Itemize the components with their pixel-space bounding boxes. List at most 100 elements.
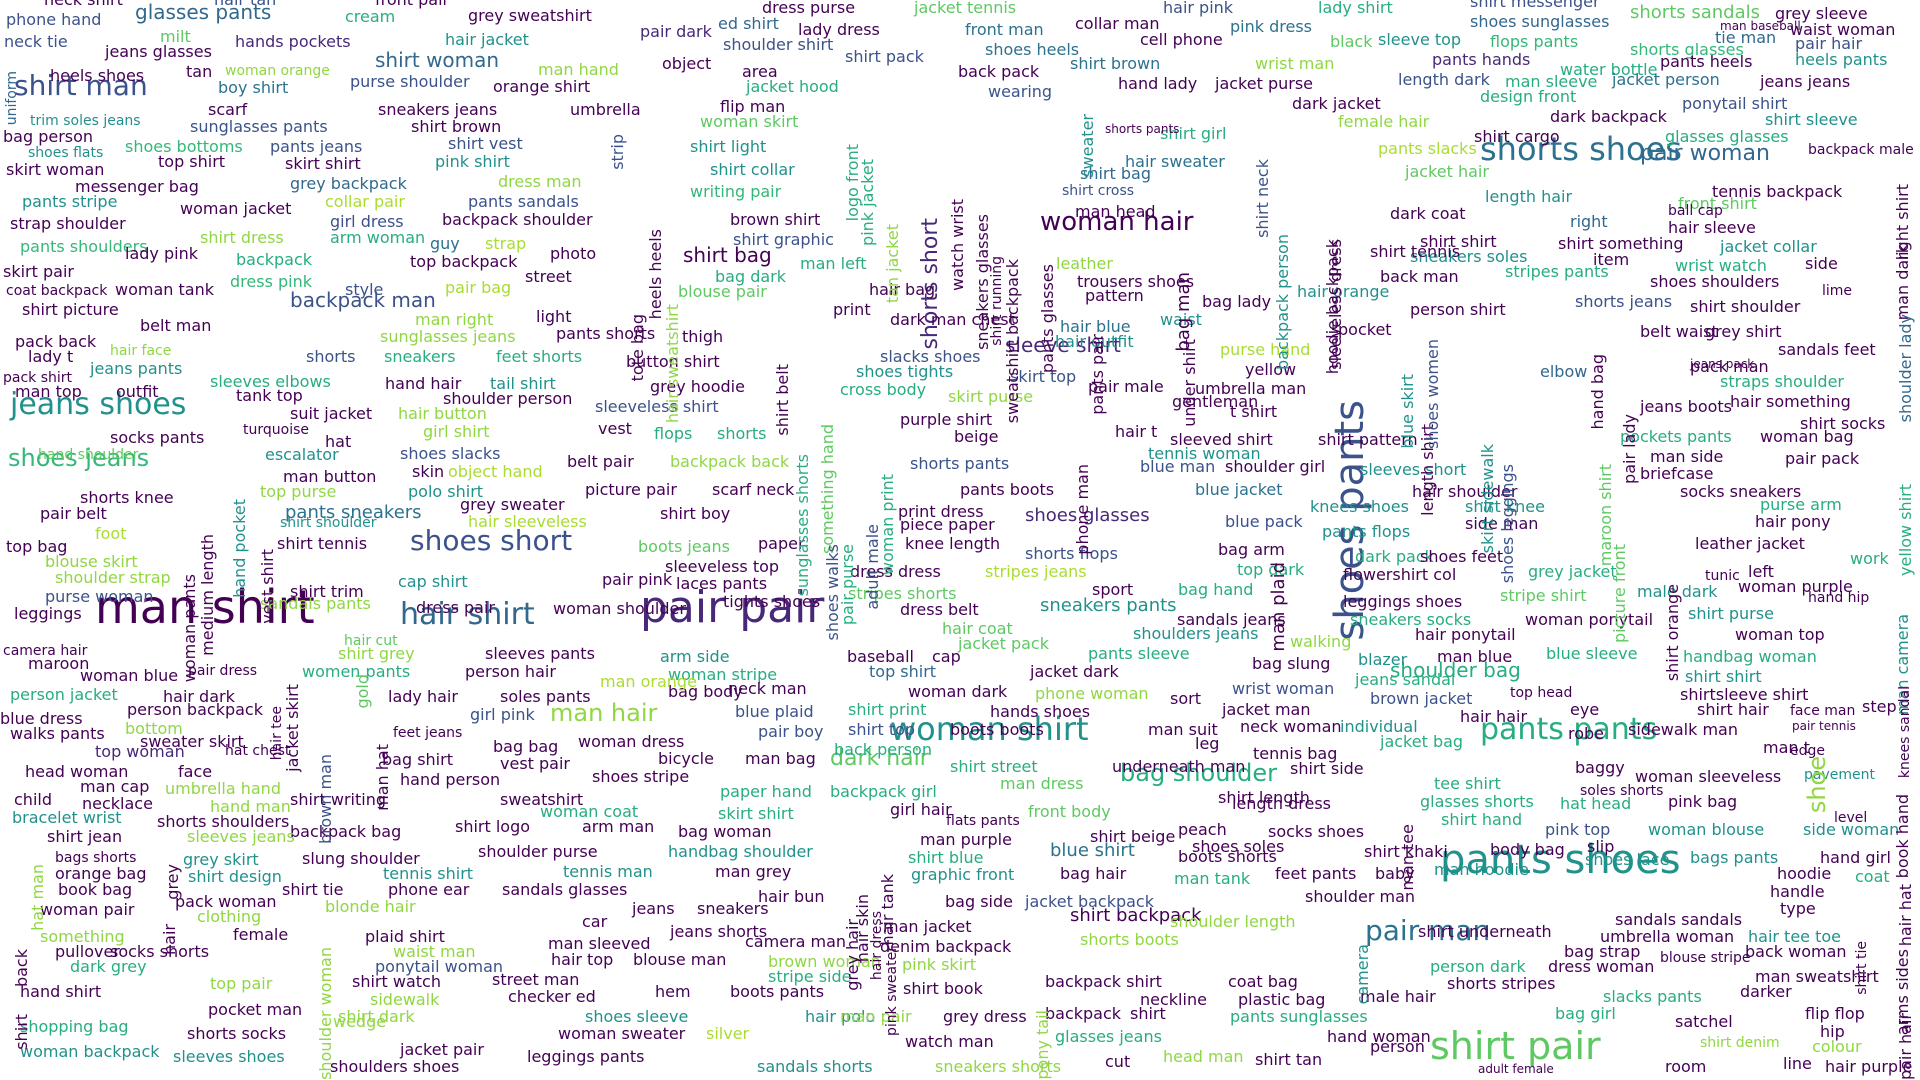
- cloud-word: blouse man: [633, 950, 727, 969]
- cloud-word: left: [1748, 562, 1774, 581]
- cloud-word: cross body: [840, 380, 927, 399]
- cloud-word: dress man: [498, 172, 582, 191]
- cloud-word: bag shoulder: [1120, 759, 1277, 787]
- cloud-word: pants sunglasses: [1230, 1007, 1368, 1026]
- cloud-word: sleeveless dress: [1326, 239, 1345, 370]
- cloud-word: feet pants: [1275, 864, 1357, 883]
- cloud-word: shoulders jeans: [1133, 624, 1259, 643]
- cloud-word: line: [1783, 1054, 1812, 1073]
- cloud-word: head woman: [25, 762, 129, 781]
- cloud-word: person jacket: [10, 685, 118, 704]
- cloud-word: backpack: [1045, 1004, 1122, 1023]
- cloud-word: bag lady: [1202, 292, 1272, 311]
- cloud-word: flops: [654, 424, 693, 443]
- cloud-word: maroon: [28, 654, 90, 673]
- cloud-word: woman top: [1735, 625, 1825, 644]
- cloud-word: hair jacket: [445, 30, 529, 49]
- cloud-word: hair coat: [942, 619, 1013, 638]
- cloud-word: man hoodie: [1434, 860, 1529, 879]
- cloud-word: gold: [353, 674, 372, 709]
- cloud-word: shirt picture: [22, 300, 119, 319]
- cloud-word: shoes shoulders: [1650, 272, 1780, 291]
- cloud-word: sneakers shorts: [935, 1057, 1062, 1076]
- cloud-word: neck woman: [1240, 717, 1342, 736]
- cloud-word: flops pants: [1490, 32, 1579, 51]
- cloud-word: pocket man: [208, 1000, 303, 1019]
- cloud-word: soles pants: [500, 687, 591, 706]
- cloud-word: sweatshirt backpack: [1003, 259, 1022, 424]
- cloud-word: pair man: [1365, 914, 1491, 947]
- cloud-word: shirt collar: [710, 160, 795, 179]
- cloud-word: sandals pants: [260, 594, 371, 613]
- cloud-word: stripe shirt: [1500, 586, 1587, 605]
- cloud-word: back person: [834, 740, 932, 759]
- cloud-word: shoulder shirt: [723, 35, 834, 54]
- cloud-word: shirt tan: [1255, 1050, 1323, 1069]
- cloud-word: shoes soles: [1192, 837, 1285, 856]
- cloud-word: hair bun: [758, 887, 825, 906]
- cloud-word: jacket pack: [958, 634, 1049, 653]
- cloud-word: heels shoes: [50, 66, 145, 85]
- cloud-word: shoulder length: [1170, 912, 1296, 931]
- cloud-word: woman shoulder: [553, 599, 686, 618]
- cloud-word: t shirt: [1230, 402, 1278, 421]
- cloud-word: knee length: [905, 534, 1001, 553]
- cloud-word: boots shorts: [1178, 847, 1277, 866]
- cloud-word: pullover: [55, 942, 120, 961]
- cloud-word: handbag shoulder: [668, 842, 813, 861]
- cloud-word: wrist man: [1255, 54, 1335, 73]
- cloud-word: man left: [800, 254, 867, 273]
- cloud-word: grey skirt: [183, 850, 259, 869]
- cloud-word: hair purple: [1825, 1057, 1913, 1076]
- cloud-word: skirt purse: [948, 387, 1034, 406]
- cloud-word: man dark: [1893, 244, 1912, 321]
- cloud-word: slip: [1587, 837, 1615, 856]
- cloud-word: hair button: [398, 404, 487, 423]
- cloud-word: blue skirt: [1398, 374, 1417, 449]
- cloud-word: person shirt: [1410, 300, 1506, 319]
- cloud-word: coat: [1855, 867, 1890, 886]
- cloud-word: pants slacks: [1378, 139, 1477, 158]
- cloud-word: jacket collar: [1720, 237, 1817, 256]
- cloud-word: shoulder strap: [55, 568, 171, 587]
- cloud-word: shorts socks: [187, 1024, 287, 1043]
- cloud-word: shirt tie: [282, 880, 344, 899]
- cloud-word: picture front: [1610, 544, 1629, 644]
- cloud-word: wearing: [988, 82, 1053, 101]
- cloud-word: shorts flops: [1025, 544, 1118, 563]
- cloud-word: hands pockets: [235, 32, 351, 51]
- cloud-word: cap: [932, 647, 961, 666]
- cloud-word: car: [582, 912, 608, 931]
- cloud-word: man top: [15, 382, 82, 401]
- cloud-word: book hand: [1893, 794, 1912, 879]
- cloud-word: peach: [1178, 820, 1227, 839]
- cloud-word: phone man: [1073, 464, 1092, 555]
- cloud-word: phone hand: [6, 10, 102, 29]
- cloud-word: grey jacket: [1528, 562, 1617, 581]
- cloud-word: clothing: [197, 907, 262, 926]
- cloud-word: woman purple: [1738, 577, 1853, 596]
- cloud-word: hair bag: [869, 280, 936, 299]
- cloud-word: pair pink: [602, 570, 673, 589]
- cloud-word: milt: [160, 27, 191, 46]
- cloud-word: paper hand: [720, 782, 812, 801]
- cloud-word: vest pair: [500, 754, 570, 773]
- cloud-word: shirtsleeve shirt: [1680, 685, 1809, 704]
- cloud-word: shirt watch: [352, 972, 441, 991]
- cloud-word: neck shirt: [44, 0, 123, 8]
- cloud-word: person hair: [465, 662, 556, 681]
- cloud-word: shoes flats: [28, 145, 104, 161]
- cloud-word: strap: [485, 234, 527, 253]
- cloud-word: flip man: [720, 97, 786, 116]
- cloud-word: stripes pants: [1505, 262, 1609, 281]
- cloud-word: bag girl: [1555, 1004, 1616, 1023]
- cloud-word: knees shoes: [1310, 497, 1409, 516]
- cloud-word: cell phone: [1140, 30, 1223, 49]
- cloud-word: shirt purse: [1688, 604, 1774, 623]
- cloud-word: pockets pants: [1620, 427, 1732, 446]
- cloud-word: leggings pants: [527, 1047, 645, 1066]
- cloud-word: boy shirt: [218, 78, 289, 97]
- cloud-word: shoes stripe: [592, 767, 690, 786]
- cloud-word: briefcase: [1640, 464, 1714, 483]
- cloud-word: bag strap: [1564, 942, 1641, 961]
